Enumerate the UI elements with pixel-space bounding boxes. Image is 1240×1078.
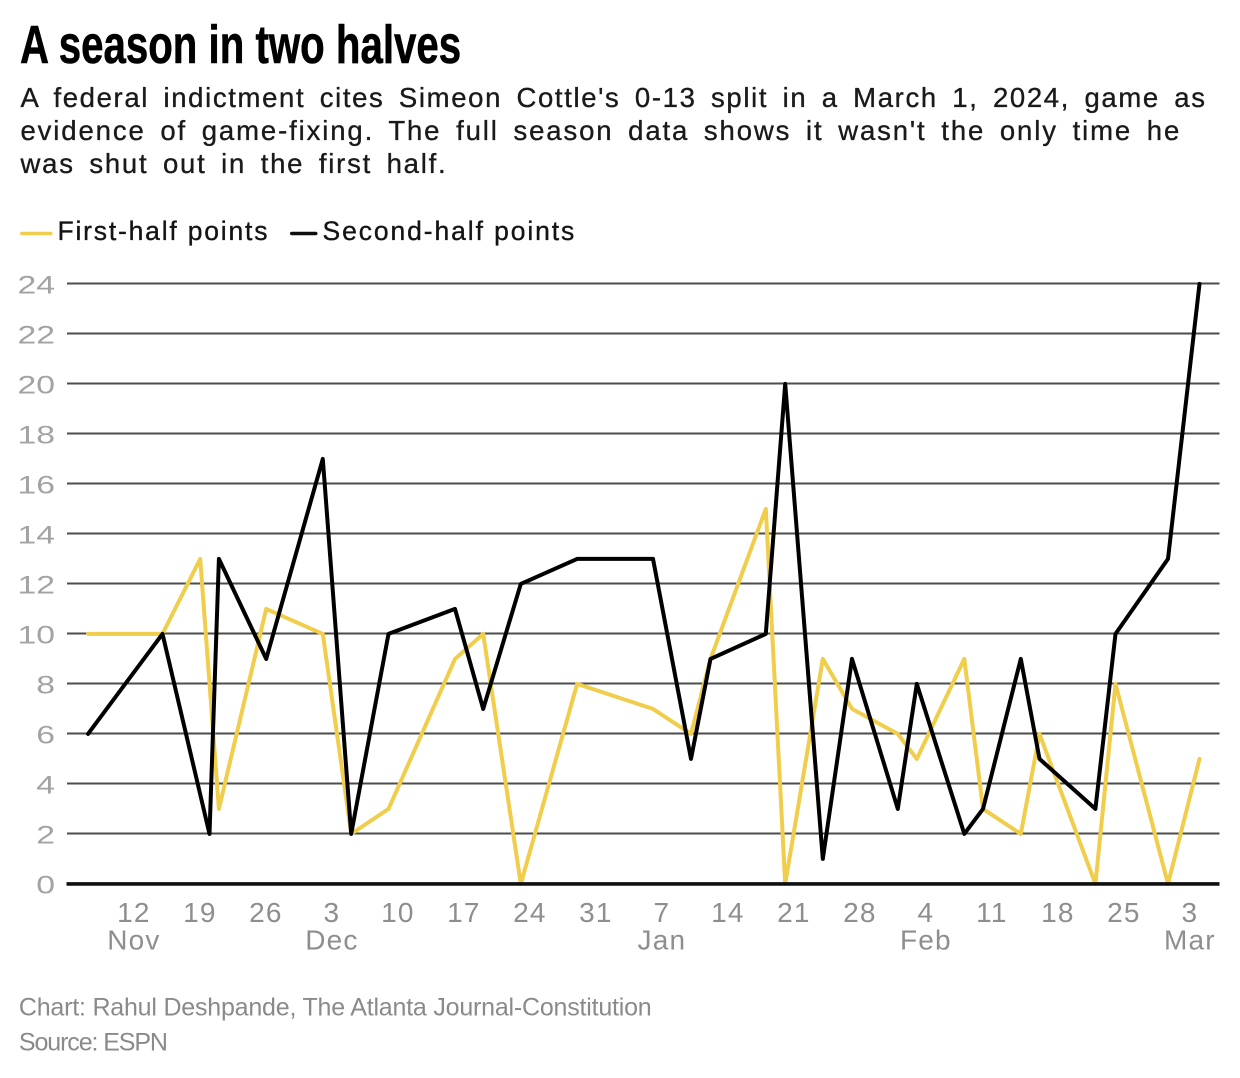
svg-text:20: 20 [17,372,55,400]
svg-text:7: 7 [654,897,671,928]
svg-text:A federal indictment cites Sim: A federal indictment cites Simeon Cottle… [21,82,1207,113]
svg-text:18: 18 [1041,897,1075,928]
svg-text:8: 8 [36,672,55,700]
svg-text:22: 22 [17,322,55,350]
svg-text:First-half points: First-half points [58,216,270,246]
svg-text:Feb: Feb [900,925,952,956]
svg-text:Mar: Mar [1164,925,1216,956]
svg-text:Second-half points: Second-half points [323,216,577,246]
svg-text:31: 31 [579,897,613,928]
svg-text:16: 16 [17,472,55,500]
svg-text:10: 10 [17,622,55,650]
svg-text:A season in two halves: A season in two halves [20,15,461,75]
svg-text:24: 24 [513,897,547,928]
svg-text:4: 4 [918,897,935,928]
svg-text:Nov: Nov [107,925,160,956]
svg-text:evidence of game-fixing. The f: evidence of game-fixing. The full season… [21,115,1182,146]
svg-text:Dec: Dec [305,925,358,956]
svg-text:6: 6 [36,722,55,750]
svg-text:3: 3 [324,897,341,928]
svg-text:14: 14 [17,522,55,550]
svg-text:14: 14 [711,897,745,928]
svg-text:Chart: Rahul Deshpande, The At: Chart: Rahul Deshpande, The Atlanta Jour… [19,994,652,1022]
svg-text:18: 18 [17,422,55,450]
svg-text:10: 10 [381,897,415,928]
svg-text:26: 26 [249,897,283,928]
svg-text:12: 12 [17,572,55,600]
svg-text:17: 17 [447,897,481,928]
svg-text:19: 19 [183,897,217,928]
svg-text:12: 12 [117,897,151,928]
svg-text:11: 11 [976,897,1007,928]
svg-text:Source: ESPN: Source: ESPN [19,1029,167,1057]
svg-text:25: 25 [1107,897,1141,928]
svg-text:28: 28 [843,897,877,928]
svg-text:Jan: Jan [638,925,687,956]
svg-text:4: 4 [36,772,55,800]
svg-text:2: 2 [36,822,55,850]
svg-text:was shut out in the first half: was shut out in the first half. [20,148,448,179]
svg-text:0: 0 [36,872,55,900]
svg-text:3: 3 [1182,897,1199,928]
svg-text:24: 24 [17,272,55,300]
svg-text:21: 21 [777,897,811,928]
